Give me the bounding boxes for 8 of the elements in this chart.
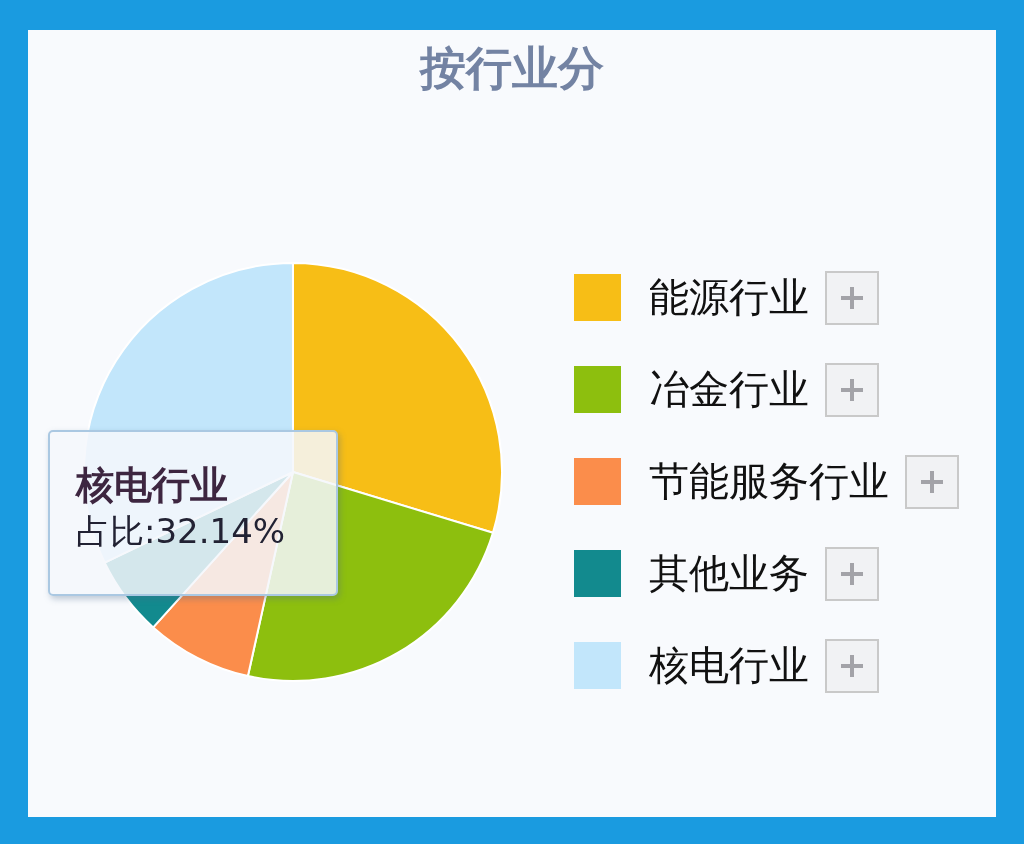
legend-label: 节能服务行业 [649, 458, 889, 505]
legend-label: 能源行业 [649, 274, 809, 321]
text: 占比:32.14% [76, 510, 287, 553]
text: 核电行业 [76, 462, 229, 508]
legend-label: 核电行业 [649, 642, 809, 689]
legend-label: 冶金行业 [649, 366, 809, 413]
legend-label: 其他业务 [649, 550, 809, 597]
chart-title: 按行业分 [418, 40, 605, 96]
